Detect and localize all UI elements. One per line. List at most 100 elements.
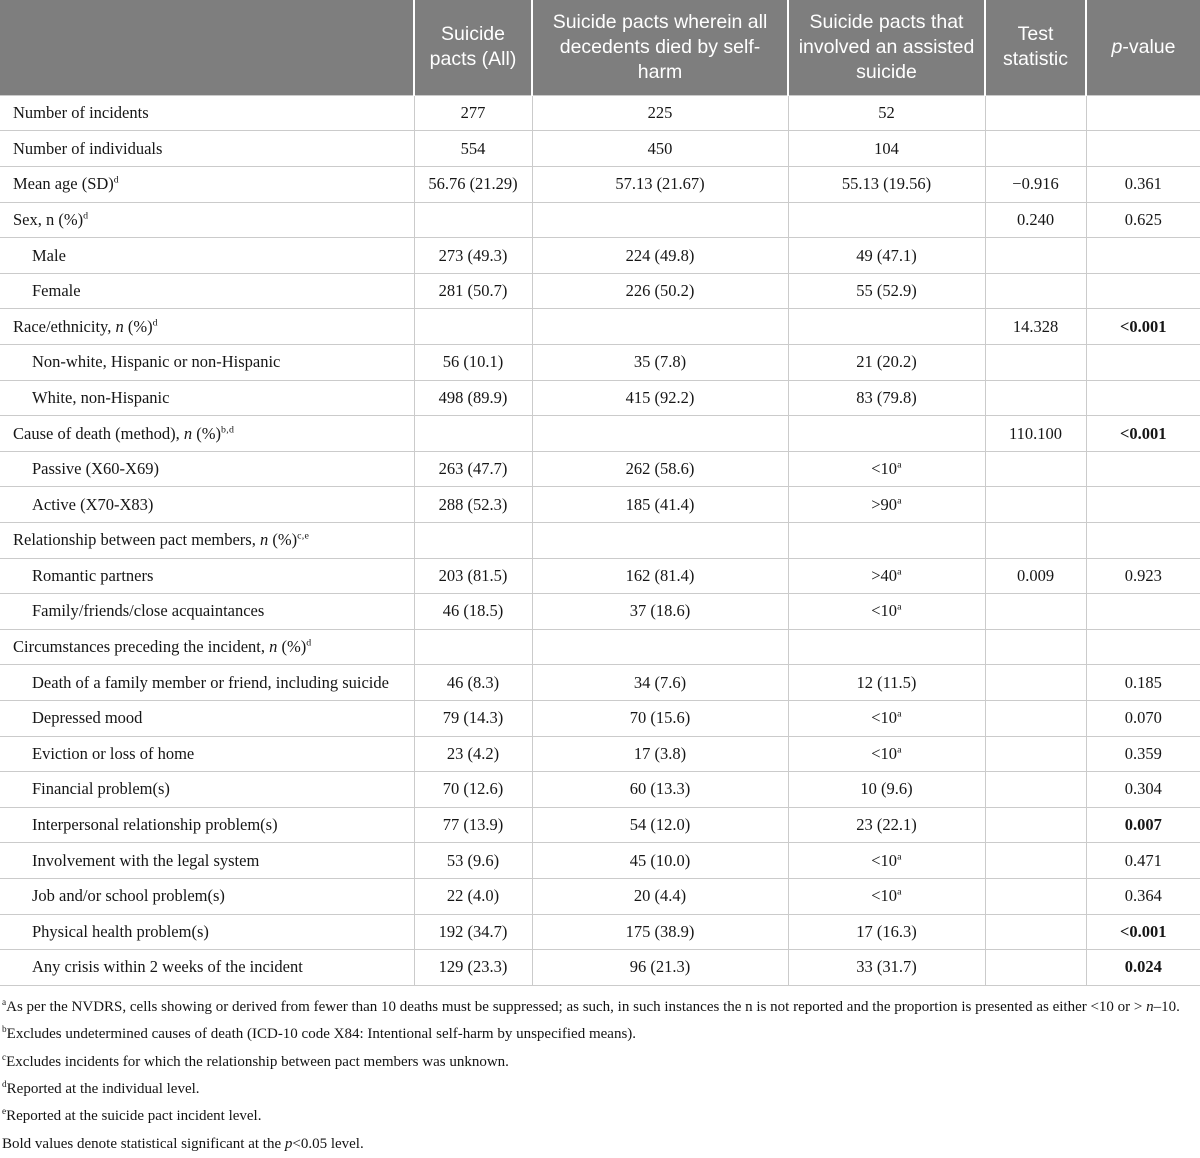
row-label: Romantic partners: [0, 557, 414, 594]
cell: [984, 806, 1086, 843]
cell: [984, 877, 1086, 915]
table-row: Active (X70-X83) 288 (52.3) 185 (41.4) >90a: [0, 486, 1200, 523]
table-row: Passive (X60-X69) 263 (47.7) 262 (58.6) <10…: [0, 450, 1200, 487]
row-label: Any crisis within 2 weeks of the inciden…: [0, 949, 414, 986]
footnote: Bold values denote statistical significa…: [2, 1135, 364, 1152]
cell: [984, 521, 1086, 559]
cell: 60 (13.3): [531, 771, 788, 808]
cell: 498 (89.9): [413, 379, 532, 416]
cell: [413, 415, 532, 452]
cell: 0.471: [1085, 842, 1200, 879]
row-label: Family/friends/close acquaintances: [0, 593, 414, 630]
cell: 224 (49.8): [531, 237, 788, 274]
table-row: Romantic partners 203 (81.5) 162 (81.4) >40…: [0, 557, 1200, 594]
cell: <0.001: [1085, 913, 1200, 950]
row-label: Relationship between pact members, n (%)…: [0, 521, 414, 559]
cell: [984, 344, 1086, 381]
cell: 262 (58.6): [531, 450, 788, 487]
cell: [531, 415, 788, 452]
cell: >40a: [787, 557, 985, 594]
cell: [1085, 237, 1200, 274]
cell: 203 (81.5): [413, 557, 532, 594]
cell: [984, 593, 1086, 630]
row-label: Depressed mood: [0, 699, 414, 737]
cell: 37 (18.6): [531, 593, 788, 630]
cell: 273 (49.3): [413, 237, 532, 274]
cell: 0.024: [1085, 949, 1200, 986]
cell: 0.625: [1085, 201, 1200, 238]
footnote: dReported at the individual level.: [2, 1080, 200, 1098]
cell: 225: [531, 94, 788, 131]
cell: 79 (14.3): [413, 699, 532, 737]
footnote: cExcludes incidents for which the relati…: [2, 1052, 509, 1070]
row-label: Job and/or school problem(s): [0, 877, 414, 915]
cell: 46 (8.3): [413, 664, 532, 701]
cell: 0.007: [1085, 806, 1200, 843]
row-label: Death of a family member or friend, incl…: [0, 664, 414, 701]
table-row: Cause of death (method), n (%)b,d 110.100…: [0, 415, 1200, 452]
cell: [1085, 130, 1200, 167]
cell: [1085, 593, 1200, 630]
cell: [413, 628, 532, 665]
cell: 129 (23.3): [413, 949, 532, 986]
cell: 57.13 (21.67): [531, 166, 788, 203]
table-header: Suicide pacts (All) Suicide pacts wherein…: [0, 0, 1200, 96]
cell: [984, 913, 1086, 950]
table-row: Financial problem(s) 70 (12.6) 60 (13.3) 10…: [0, 771, 1200, 808]
table-row: Involvement with the legal system 53 (9.6…: [0, 842, 1200, 879]
cell: [413, 521, 532, 559]
cell: 17 (3.8): [531, 735, 788, 772]
table-row: Relationship between pact members, n (%)…: [0, 521, 1200, 559]
cell: 83 (79.8): [787, 379, 985, 416]
cell: 54 (12.0): [531, 806, 788, 843]
table-row: Male 273 (49.3) 224 (49.8) 49 (47.1): [0, 237, 1200, 274]
table-row: Family/friends/close acquaintances 46 (18…: [0, 593, 1200, 630]
table-row: Number of incidents 277 225 52: [0, 94, 1200, 131]
column-header-0: [0, 0, 414, 96]
row-label: Passive (X60-X69): [0, 450, 414, 487]
column-header-3: Suicide pacts that involved an assisted …: [787, 0, 985, 96]
row-label: Circumstances preceding the incident, n …: [0, 628, 414, 665]
cell: [984, 272, 1086, 309]
table-row: Death of a family member or friend, incl…: [0, 664, 1200, 701]
cell: <10a: [787, 593, 985, 630]
cell: 175 (38.9): [531, 913, 788, 950]
cell: [984, 771, 1086, 808]
cell: 0.361: [1085, 166, 1200, 203]
cell: [531, 521, 788, 559]
cell: 288 (52.3): [413, 486, 532, 523]
table-row: Any crisis within 2 weeks of the inciden…: [0, 949, 1200, 986]
cell: [984, 949, 1086, 986]
cell: 45 (10.0): [531, 842, 788, 879]
cell: 162 (81.4): [531, 557, 788, 594]
cell: [787, 628, 985, 665]
row-label: Non-white, Hispanic or non-Hispanic: [0, 344, 414, 381]
cell: [984, 450, 1086, 487]
cell: [1085, 450, 1200, 487]
cell: 0.070: [1085, 699, 1200, 737]
cell: 96 (21.3): [531, 949, 788, 986]
cell: −0.916: [984, 166, 1086, 203]
cell: 10 (9.6): [787, 771, 985, 808]
cell: 46 (18.5): [413, 593, 532, 630]
cell: [413, 201, 532, 238]
cell: [787, 308, 985, 345]
table-row: White, non-Hispanic 498 (89.9) 415 (92.2) 8…: [0, 379, 1200, 416]
cell: 53 (9.6): [413, 842, 532, 879]
row-label: Female: [0, 272, 414, 309]
cell: 33 (31.7): [787, 949, 985, 986]
cell: 450: [531, 130, 788, 167]
row-label: White, non-Hispanic: [0, 379, 414, 416]
table-footnotes: aAs per the NVDRS, cells showing or deri…: [0, 986, 1200, 1158]
row-label: Mean age (SD)d: [0, 166, 414, 203]
cell: [984, 379, 1086, 416]
cell: [787, 521, 985, 559]
cell: [1085, 628, 1200, 665]
footnote: eReported at the suicide pact incident l…: [2, 1107, 262, 1125]
cell: 226 (50.2): [531, 272, 788, 309]
cell: [787, 201, 985, 238]
cell: >90a: [787, 486, 985, 523]
cell: [984, 486, 1086, 523]
cell: 77 (13.9): [413, 806, 532, 843]
cell: 281 (50.7): [413, 272, 532, 309]
